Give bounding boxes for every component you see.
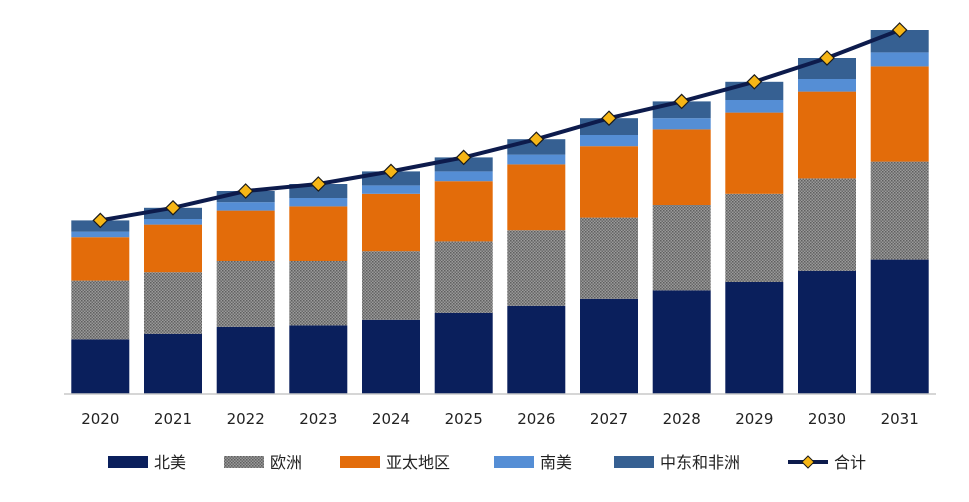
x-tick-label: 2030 xyxy=(808,410,846,428)
legend-label-4: 中东和非洲 xyxy=(660,453,740,472)
total-marker-2028 xyxy=(673,93,690,110)
legend-swatch-2 xyxy=(340,456,380,468)
bar-2023-series-3 xyxy=(289,198,348,207)
bar-2030-series-0 xyxy=(798,270,856,394)
legend-line-marker xyxy=(801,455,815,469)
bar-2028-series-2 xyxy=(652,129,711,205)
bar-2026-series-2 xyxy=(507,164,566,231)
bar-2024-series-1 xyxy=(362,251,420,320)
total-marker-2020 xyxy=(92,212,109,229)
total-marker-2021 xyxy=(165,199,181,216)
bar-2022-series-1 xyxy=(216,261,275,327)
bar-2020-series-2 xyxy=(71,237,130,281)
total-marker-2024 xyxy=(383,163,399,180)
bar-2020-series-0 xyxy=(71,339,130,394)
bar-2027-series-1 xyxy=(580,217,638,299)
bar-2029-series-3 xyxy=(725,100,784,113)
x-tick-label: 2028 xyxy=(663,410,701,428)
bar-2027-series-0 xyxy=(580,298,638,394)
bar-2026-series-0 xyxy=(507,305,566,394)
total-marker-2031 xyxy=(891,22,908,38)
bar-2031-series-0 xyxy=(870,259,929,394)
total-marker-2026 xyxy=(528,131,545,148)
total-marker-2029 xyxy=(746,73,763,90)
bar-2031-series-3 xyxy=(870,52,929,67)
bar-2028-series-3 xyxy=(652,118,711,130)
bar-2020-series-3 xyxy=(71,231,130,238)
bar-2027-series-3 xyxy=(580,135,638,147)
bar-2029-series-1 xyxy=(725,193,784,282)
bar-2031-series-2 xyxy=(870,66,929,162)
x-tick-label: 2022 xyxy=(227,410,265,428)
bar-2020-series-1 xyxy=(71,280,130,340)
x-tick-label: 2027 xyxy=(590,410,628,428)
bar-2021-series-1 xyxy=(144,272,202,334)
bar-2021-series-2 xyxy=(144,224,202,273)
x-tick-label: 2025 xyxy=(445,410,483,428)
bar-2030-series-2 xyxy=(798,91,856,179)
legend-swatch-3 xyxy=(494,456,534,468)
bar-2023-series-2 xyxy=(289,206,348,261)
bar-2023-series-1 xyxy=(289,261,348,326)
x-tick-label: 2024 xyxy=(372,410,410,428)
bar-2024-series-0 xyxy=(362,319,420,394)
bar-2028-series-0 xyxy=(652,290,711,394)
legend-swatch-1 xyxy=(224,456,264,468)
bar-2029-series-0 xyxy=(725,282,784,394)
legend-swatch-0 xyxy=(108,456,148,468)
legend-label-1: 欧洲 xyxy=(270,453,302,472)
legend-label-total: 合计 xyxy=(834,453,866,472)
bar-2025-series-3 xyxy=(434,171,493,182)
bar-2025-series-2 xyxy=(434,181,493,242)
bar-2023-series-0 xyxy=(289,325,348,394)
bar-2022-series-3 xyxy=(216,202,275,211)
bar-2025-series-0 xyxy=(434,312,493,394)
bar-2026-series-3 xyxy=(507,154,566,165)
bar-2026-series-1 xyxy=(507,230,566,306)
bar-2028-series-1 xyxy=(652,205,711,291)
bar-2030-series-1 xyxy=(798,178,856,271)
watermark-text: 大数跨境 xyxy=(40,477,112,497)
bar-2022-series-2 xyxy=(216,210,275,261)
total-marker-2030 xyxy=(819,50,835,66)
bar-2022-series-0 xyxy=(216,326,275,394)
bar-2031-series-1 xyxy=(870,161,929,260)
bar-2029-series-2 xyxy=(725,112,784,194)
x-tick-label: 2021 xyxy=(154,410,192,428)
legend-swatch-4 xyxy=(614,456,654,468)
x-tick-label: 2023 xyxy=(299,410,337,428)
x-tick-label: 2031 xyxy=(881,410,919,428)
bar-2021-series-0 xyxy=(144,333,202,394)
watermark-logo-icon: ◌° xyxy=(6,477,32,497)
x-tick-label: 2029 xyxy=(735,410,773,428)
bar-2025-series-1 xyxy=(434,241,493,313)
total-marker-2025 xyxy=(455,149,472,166)
legend-label-2: 亚太地区 xyxy=(386,453,450,472)
bar-2024-series-3 xyxy=(362,185,420,194)
total-marker-2027 xyxy=(601,110,617,127)
watermark: ◌° 大数跨境 xyxy=(6,472,112,497)
x-tick-label: 2026 xyxy=(517,410,555,428)
bar-2021-series-3 xyxy=(144,219,202,225)
total-marker-2023 xyxy=(310,176,327,192)
legend-label-3: 南美 xyxy=(540,453,572,472)
total-line xyxy=(99,28,901,223)
bar-2024-series-2 xyxy=(362,193,420,252)
bar-2027-series-2 xyxy=(580,146,638,218)
bar-2030-series-3 xyxy=(798,79,856,92)
legend-label-0: 北美 xyxy=(154,453,186,472)
x-tick-label: 2020 xyxy=(81,410,119,428)
total-marker-2022 xyxy=(237,183,254,199)
